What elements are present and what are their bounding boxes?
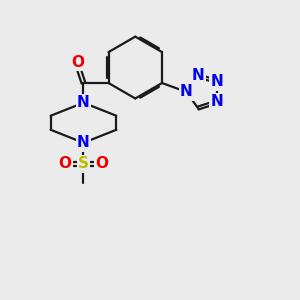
Text: O: O — [59, 157, 72, 172]
Text: N: N — [77, 95, 90, 110]
Text: S: S — [78, 157, 89, 172]
Text: N: N — [211, 94, 224, 110]
Text: N: N — [180, 84, 193, 99]
Text: N: N — [192, 68, 204, 83]
Text: N: N — [211, 74, 224, 89]
Text: O: O — [71, 55, 84, 70]
Text: N: N — [77, 135, 90, 150]
Text: O: O — [95, 157, 108, 172]
